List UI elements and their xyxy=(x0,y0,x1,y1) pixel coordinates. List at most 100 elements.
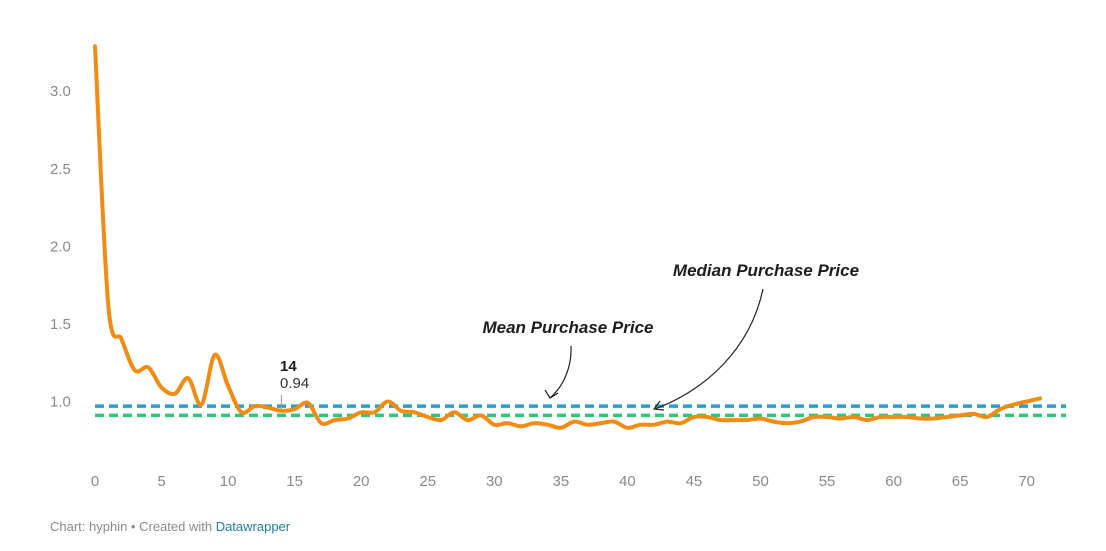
mean-price-annotation: Mean Purchase Price xyxy=(482,318,653,337)
mean-annotation-arrow xyxy=(549,345,572,399)
x-tick-label: 0 xyxy=(91,473,99,490)
x-tick-label: 70 xyxy=(1018,473,1035,490)
data-point xyxy=(186,376,190,380)
data-point xyxy=(532,421,536,425)
data-point xyxy=(293,407,297,411)
data-point xyxy=(918,417,922,421)
data-point xyxy=(93,44,97,48)
data-point xyxy=(546,423,550,427)
x-tick-label: 25 xyxy=(419,473,436,490)
data-point xyxy=(679,421,683,425)
data-point xyxy=(359,410,363,414)
data-point xyxy=(599,421,603,425)
x-tick-label: 65 xyxy=(952,473,969,490)
data-point xyxy=(572,420,576,424)
data-point xyxy=(466,418,470,422)
datawrapper-link[interactable]: Datawrapper xyxy=(215,519,291,534)
data-point xyxy=(625,426,629,430)
chart-footer: Chart: hyphin • Created with Datawrapper xyxy=(50,519,290,534)
data-point xyxy=(412,410,416,414)
data-point xyxy=(998,407,1002,411)
data-point xyxy=(865,418,869,422)
data-point xyxy=(905,415,909,419)
data-point xyxy=(133,368,137,372)
data-point xyxy=(585,423,589,427)
median-price-annotation: Median Purchase Price xyxy=(673,261,859,280)
data-point xyxy=(838,417,842,421)
x-tick-label: 10 xyxy=(220,473,237,490)
x-tick-label: 45 xyxy=(686,473,703,490)
data-point xyxy=(386,399,390,403)
price-series-line xyxy=(93,44,1042,430)
data-point xyxy=(1011,403,1015,407)
data-point xyxy=(146,365,150,369)
data-point xyxy=(226,384,230,388)
data-point xyxy=(665,420,669,424)
x-tick-label: 30 xyxy=(486,473,503,490)
data-point xyxy=(852,415,856,419)
data-point xyxy=(426,415,430,419)
y-tick-label: 1.0 xyxy=(50,393,71,410)
data-point xyxy=(892,415,896,419)
median-annotation-arrow xyxy=(654,288,764,410)
data-point xyxy=(452,410,456,414)
tooltip-x-value: 14 xyxy=(280,358,297,375)
data-point xyxy=(492,423,496,427)
data-point xyxy=(745,418,749,422)
data-point xyxy=(399,409,403,413)
x-tick-label: 15 xyxy=(286,473,303,490)
data-point xyxy=(120,337,124,341)
data-point xyxy=(1038,396,1042,400)
tooltip-y-value: 0.94 xyxy=(280,375,309,392)
data-point xyxy=(945,415,949,419)
data-point xyxy=(173,392,177,396)
data-point xyxy=(798,420,802,424)
data-point xyxy=(785,421,789,425)
data-point xyxy=(1025,399,1029,403)
line-chart: 1.0 1.5 2.0 2.5 3.0 0 5 10 15 20 25 30 35 40 45 50 55 60 6… xyxy=(50,44,1066,490)
x-tick-label: 40 xyxy=(619,473,636,490)
data-point xyxy=(213,353,217,357)
data-point xyxy=(373,410,377,414)
median-arrowhead xyxy=(652,400,665,411)
data-point xyxy=(719,418,723,422)
x-tick-label: 55 xyxy=(819,473,836,490)
data-point xyxy=(519,424,523,428)
data-point xyxy=(266,406,270,410)
data-point xyxy=(758,417,762,421)
data-point xyxy=(639,423,643,427)
x-tick-label: 5 xyxy=(157,473,165,490)
data-point xyxy=(812,415,816,419)
data-point xyxy=(239,410,243,414)
y-tick-label: 1.5 xyxy=(50,316,71,333)
data-point xyxy=(985,415,989,419)
data-point xyxy=(439,418,443,422)
data-point xyxy=(958,413,962,417)
data-point xyxy=(732,418,736,422)
data-point xyxy=(199,403,203,407)
data-point xyxy=(878,415,882,419)
data-point xyxy=(652,423,656,427)
data-point xyxy=(612,420,616,424)
data-point xyxy=(825,415,829,419)
data-point xyxy=(479,413,483,417)
data-point xyxy=(692,415,696,419)
data-point xyxy=(160,385,164,389)
y-tick-label: 2.5 xyxy=(50,161,71,178)
data-point xyxy=(279,409,283,413)
mean-arrowhead xyxy=(544,389,559,399)
data-point xyxy=(705,415,709,419)
x-tick-label: 35 xyxy=(553,473,570,490)
data-point xyxy=(106,303,110,307)
data-point xyxy=(346,417,350,421)
data-point xyxy=(932,417,936,421)
data-point xyxy=(971,412,975,416)
data-point xyxy=(506,421,510,425)
data-point xyxy=(772,420,776,424)
data-point xyxy=(559,426,563,430)
y-tick-label: 3.0 xyxy=(50,83,71,100)
data-point xyxy=(319,421,323,425)
x-tick-label: 60 xyxy=(885,473,902,490)
x-tick-label: 20 xyxy=(353,473,370,490)
